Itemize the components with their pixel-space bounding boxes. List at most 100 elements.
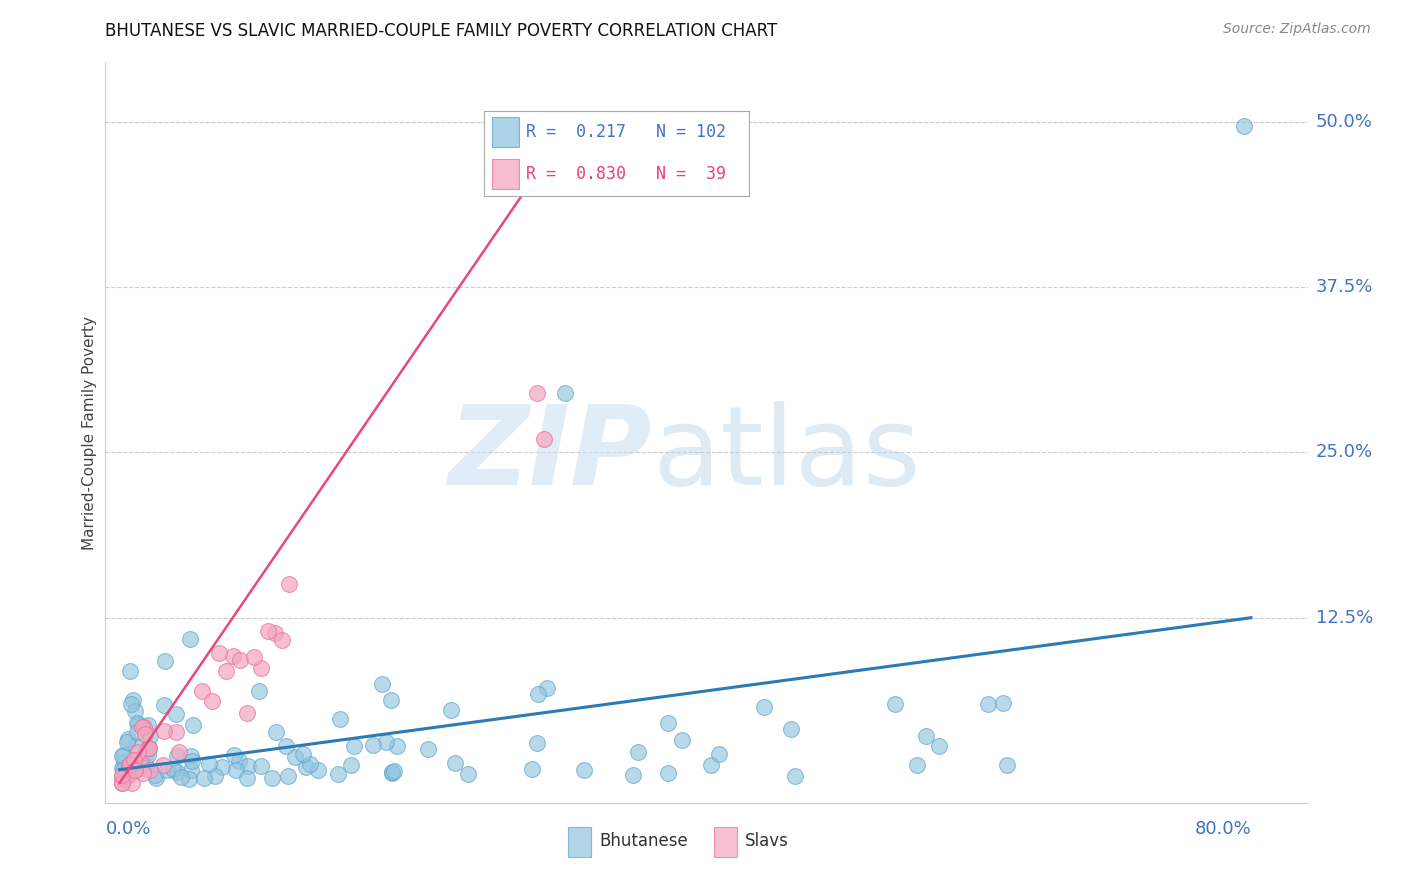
Point — [884, 697, 907, 711]
Point — [780, 722, 803, 736]
Point — [162, 763, 184, 777]
Point — [754, 700, 776, 714]
Point — [120, 697, 142, 711]
Point — [709, 747, 731, 761]
Point — [329, 712, 352, 726]
Point — [111, 768, 134, 782]
Point — [284, 749, 307, 764]
Point — [326, 767, 349, 781]
Point — [125, 724, 148, 739]
Point — [124, 761, 146, 775]
Point — [138, 740, 160, 755]
Point — [380, 765, 402, 780]
Point — [527, 686, 550, 700]
Point — [214, 664, 236, 678]
Point — [193, 771, 215, 785]
Text: R =  0.217   N = 102: R = 0.217 N = 102 — [526, 123, 727, 141]
Point — [167, 745, 190, 759]
Point — [121, 776, 143, 790]
Point — [228, 754, 250, 768]
Point — [657, 765, 679, 780]
Point — [136, 747, 159, 762]
Text: Bhutanese: Bhutanese — [599, 831, 688, 850]
Point — [993, 696, 1015, 710]
Text: Slavs: Slavs — [745, 831, 789, 850]
Point — [165, 706, 187, 721]
Point — [134, 726, 156, 740]
Point — [385, 739, 408, 753]
Point — [1233, 119, 1256, 133]
Point — [152, 757, 174, 772]
Point — [121, 763, 143, 777]
Point — [135, 747, 157, 761]
Point — [657, 715, 679, 730]
Point — [700, 758, 723, 772]
Point — [977, 697, 1000, 711]
Point — [381, 766, 404, 780]
Point — [443, 756, 465, 770]
Point — [928, 739, 950, 753]
Point — [124, 764, 146, 778]
Point — [200, 694, 222, 708]
Point — [114, 768, 136, 782]
Point — [995, 758, 1018, 772]
FancyBboxPatch shape — [492, 159, 519, 189]
Point — [440, 703, 463, 717]
Point — [118, 758, 141, 772]
Point — [247, 684, 270, 698]
Point — [295, 760, 318, 774]
FancyBboxPatch shape — [714, 827, 737, 856]
Point — [179, 632, 201, 646]
Point — [111, 776, 134, 790]
Point — [526, 736, 548, 750]
Point — [222, 648, 245, 663]
Point — [156, 764, 179, 778]
Y-axis label: Married-Couple Family Poverty: Married-Couple Family Poverty — [82, 316, 97, 549]
Point — [111, 776, 134, 790]
Text: 25.0%: 25.0% — [1316, 443, 1374, 461]
Point — [250, 660, 273, 674]
Point — [117, 731, 139, 746]
Point — [292, 747, 315, 761]
Point — [145, 771, 167, 785]
Point — [115, 735, 138, 749]
Point — [111, 771, 134, 785]
Point — [278, 577, 301, 591]
Point — [136, 718, 159, 732]
Point — [198, 757, 221, 772]
Point — [418, 742, 440, 756]
Point — [132, 761, 155, 775]
Point — [132, 720, 155, 734]
Point — [131, 721, 153, 735]
Point — [124, 704, 146, 718]
Text: atlas: atlas — [652, 401, 921, 508]
Point — [211, 759, 233, 773]
Text: BHUTANESE VS SLAVIC MARRIED-COUPLE FAMILY POVERTY CORRELATION CHART: BHUTANESE VS SLAVIC MARRIED-COUPLE FAMIL… — [105, 22, 778, 40]
Text: 0.0%: 0.0% — [105, 820, 150, 838]
Point — [135, 759, 157, 773]
Point — [166, 765, 188, 780]
Point — [139, 729, 162, 743]
Point — [905, 757, 928, 772]
Point — [249, 759, 271, 773]
Point — [152, 698, 174, 713]
Point — [229, 652, 252, 666]
Point — [257, 624, 280, 638]
Point — [118, 664, 141, 678]
FancyBboxPatch shape — [568, 827, 591, 856]
Point — [343, 739, 366, 753]
Point — [520, 762, 543, 776]
Point — [180, 748, 202, 763]
Text: 12.5%: 12.5% — [1316, 608, 1374, 627]
Text: ZIP: ZIP — [449, 401, 652, 508]
Point — [236, 706, 259, 720]
Point — [783, 769, 806, 783]
Point — [122, 753, 145, 767]
Point — [307, 763, 329, 777]
Point — [180, 764, 202, 778]
Point — [277, 769, 299, 783]
Point — [136, 741, 159, 756]
Point — [121, 693, 143, 707]
Point — [166, 748, 188, 763]
Point — [139, 764, 162, 778]
